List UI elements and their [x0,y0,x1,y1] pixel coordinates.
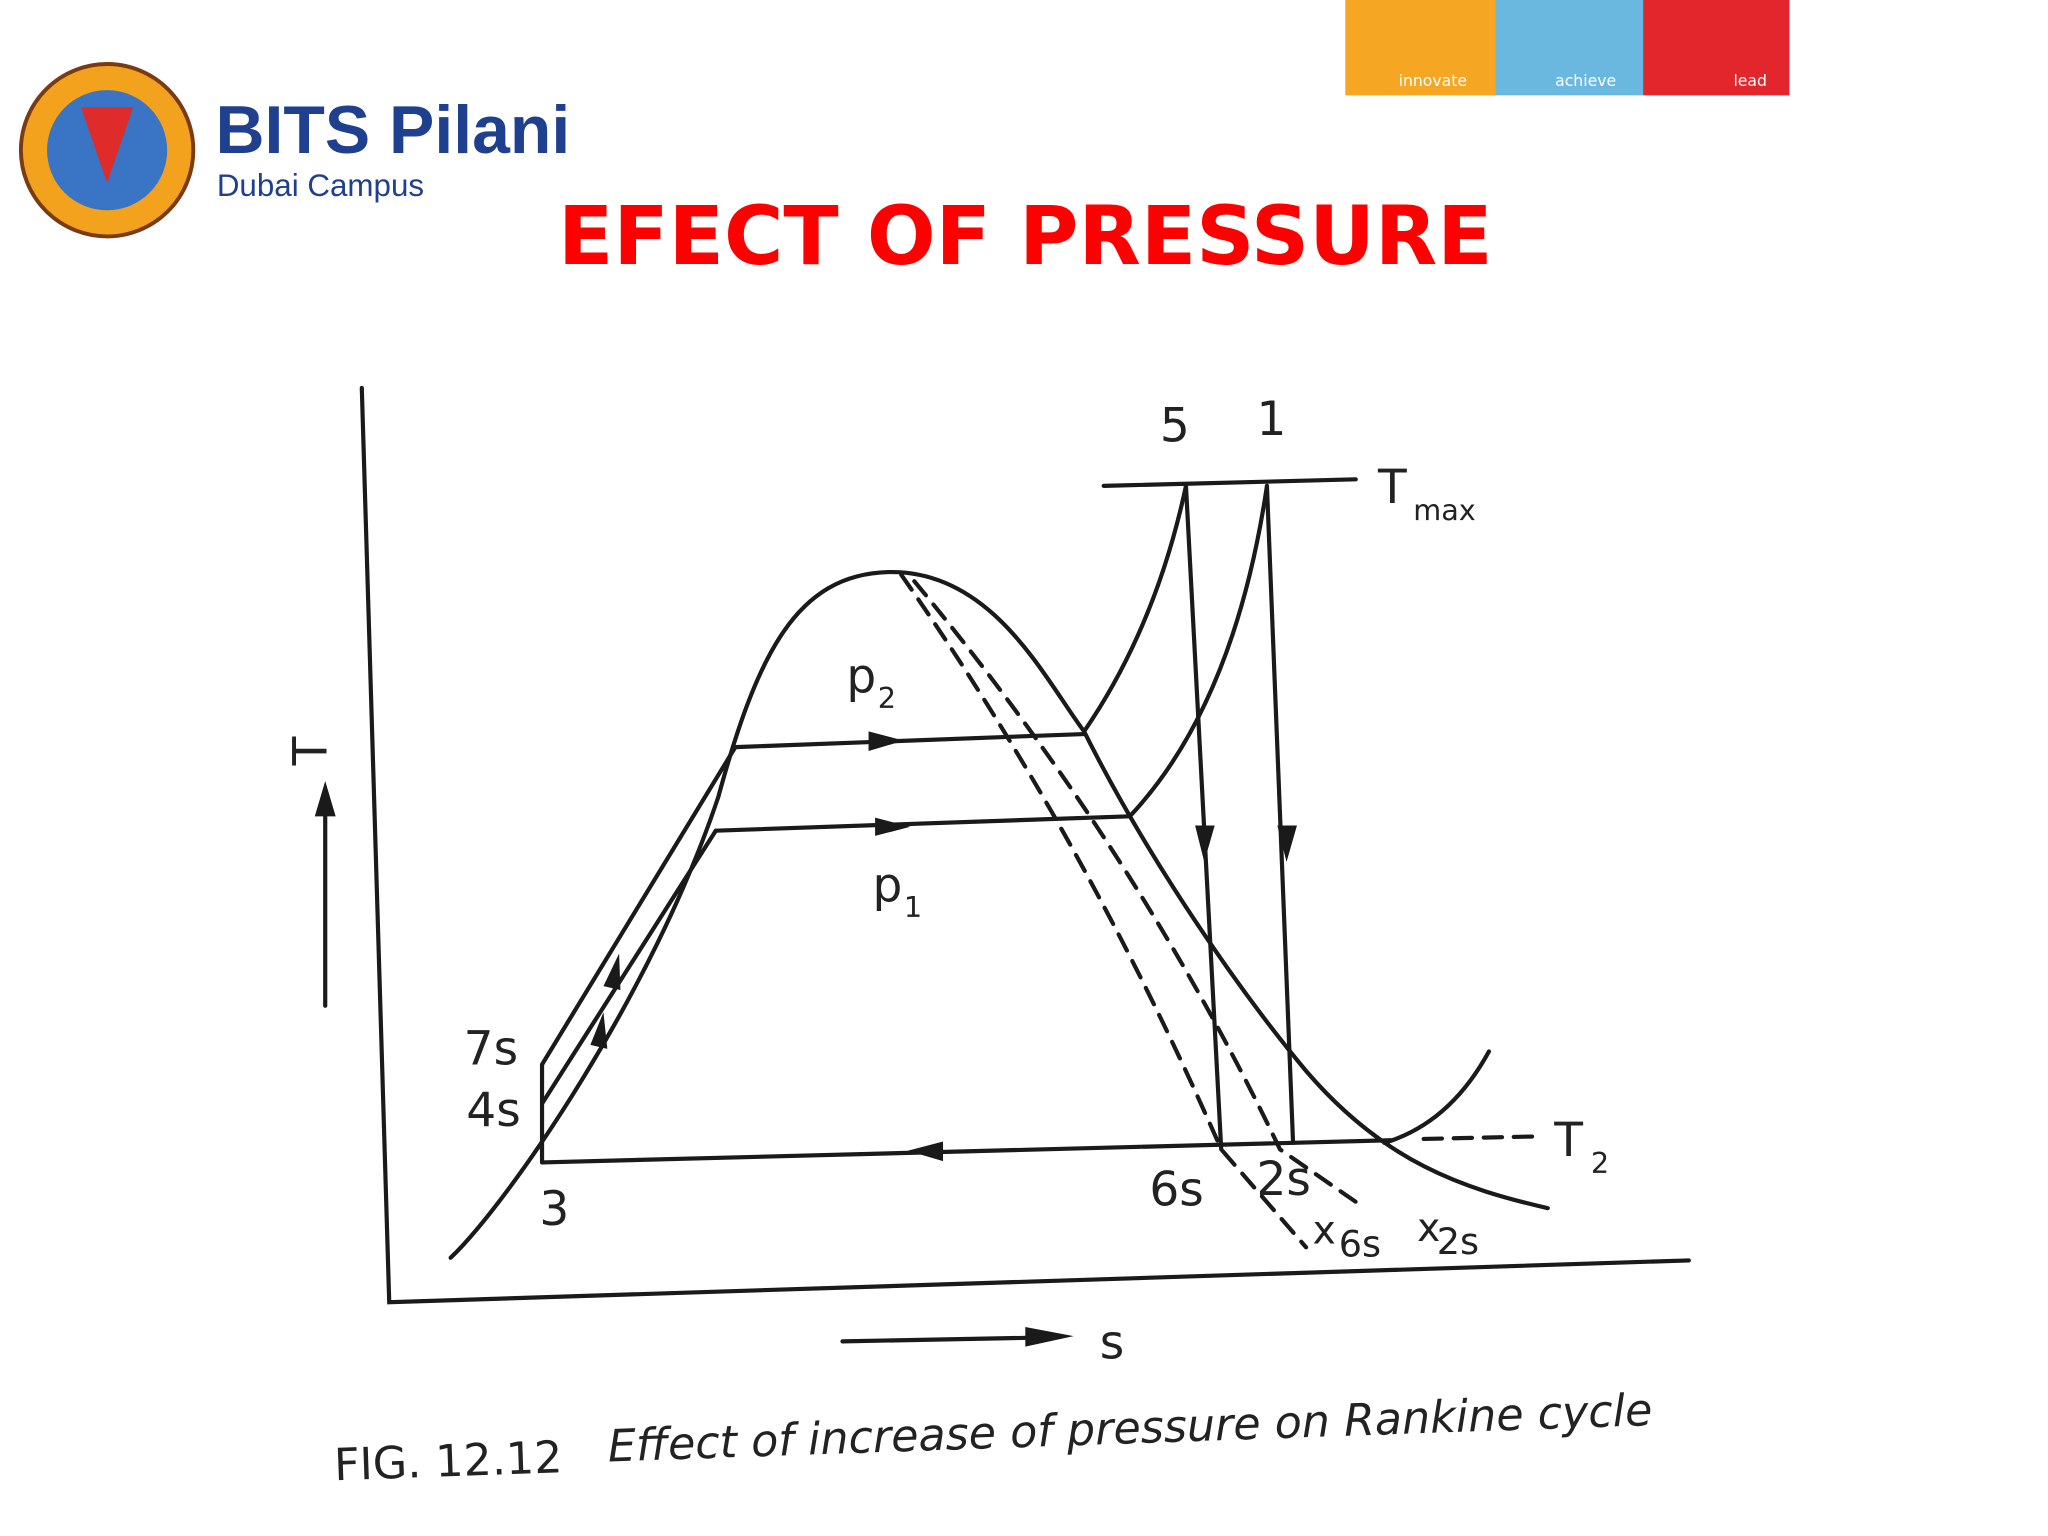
arrowhead [1277,825,1297,863]
banner-word: achieve [1555,71,1616,90]
tmax-line [1101,477,1358,488]
logo-subtitle: Dubai Campus [217,168,424,203]
subscript: 1 [904,890,922,924]
pump-4s [539,828,718,1106]
arrowhead [868,731,904,752]
banner: innovate achieve lead [1345,0,1790,96]
arrowhead [590,1012,608,1049]
point-label: 3 [539,1182,569,1237]
arrowhead [1195,825,1215,863]
expansion-1-2s [1264,483,1296,1145]
s-arrow [840,1335,1047,1344]
subscript: 2s [1437,1220,1479,1263]
superheat-p1 [1127,483,1270,819]
pressure-label: p [872,858,902,913]
arrowhead [314,781,336,817]
superheat-p2 [1081,483,1189,734]
subscript: 2 [1591,1146,1609,1180]
point-label: T [1377,460,1407,515]
caption-number: FIG. 12.12 [333,1432,563,1491]
dashed-6s [899,572,1309,1250]
banner-word: lead [1733,71,1767,90]
point-label: T [1553,1113,1583,1168]
p2-line [733,731,1087,750]
dashed-2s [912,579,1367,1211]
point-label: x [1313,1208,1336,1253]
subscript: 2 [878,681,896,715]
logo-shield [80,107,134,183]
point-label: 6s [1149,1163,1203,1218]
point-label: x [1417,1206,1440,1251]
pressure-label: p [846,649,876,704]
expansion-5-6s [1183,483,1224,1152]
logo-title: BITS Pilani [216,93,571,168]
curve [1382,1049,1492,1145]
banner-word: innovate [1399,71,1467,90]
banner-blue [1495,0,1644,96]
axis-label: s [1100,1315,1125,1370]
point-label: 7s [464,1021,518,1076]
banner-red [1643,0,1790,96]
axes [359,385,1691,1305]
point-label: 1 [1256,392,1286,447]
point-label: 2s [1256,1152,1310,1207]
banner-orange [1345,0,1496,96]
condenser-line [539,1138,1394,1165]
axis-label: T [284,736,339,766]
p1-line [713,814,1132,833]
arrowhead [603,953,621,991]
pump-7s [539,745,738,1165]
t2-line [1421,1134,1544,1142]
subscript: max [1413,493,1476,527]
logo: BITS Pilani Dubai Campus [18,62,571,239]
arrowhead [907,1141,944,1162]
subscript: 6s [1339,1222,1381,1265]
point-label: 5 [1160,398,1190,453]
arrowhead [875,817,911,836]
arrowhead [1025,1327,1074,1347]
point-label: 4s [466,1083,520,1138]
slide-title: EFECT OF PRESSURE [558,190,1493,284]
saturation-dome [448,569,1550,1260]
